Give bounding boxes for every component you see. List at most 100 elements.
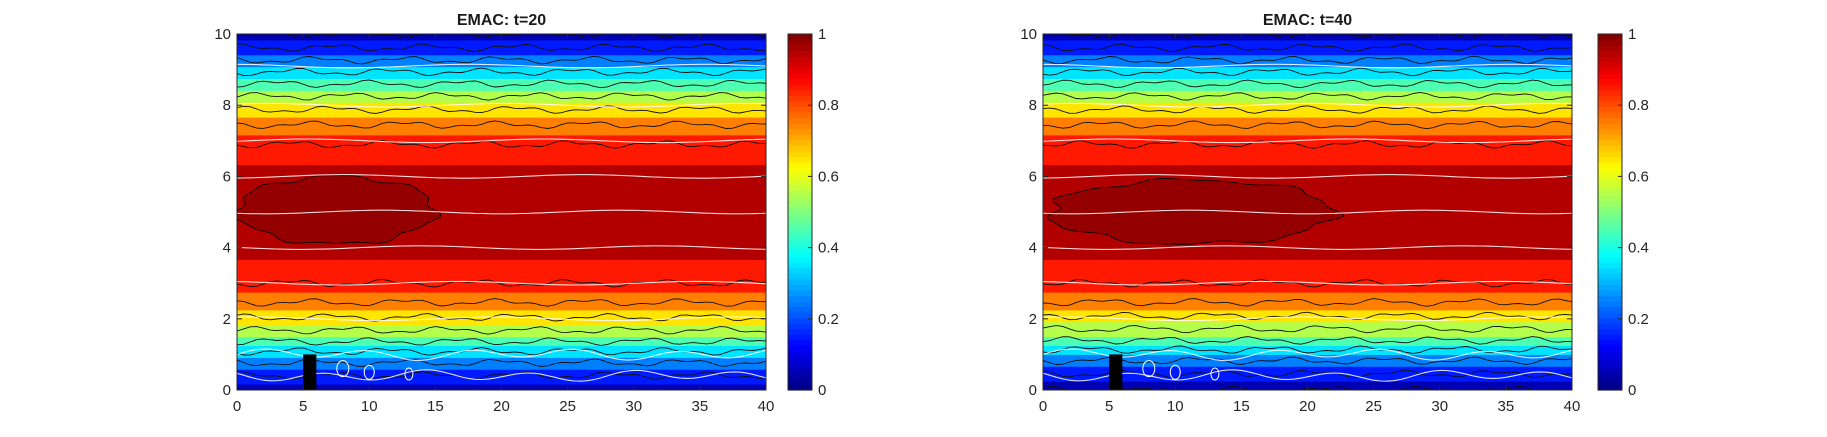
colorbar-swatch — [788, 306, 812, 313]
field-band — [1043, 229, 1572, 234]
field-band — [1043, 264, 1572, 269]
x-tick-label: 20 — [1299, 398, 1316, 415]
colorbar-swatch — [788, 178, 812, 185]
colorbar-swatch — [788, 134, 812, 141]
colorbar-swatch — [788, 145, 812, 152]
colorbar-swatch — [1598, 178, 1622, 185]
x-tick-label: 40 — [1564, 398, 1581, 415]
field-band — [1043, 327, 1572, 332]
colorbar-swatch — [1598, 50, 1622, 57]
chart-panel-2: 0 5 10 15 20 25 30 35 40 0 2 4 6 8 10 EMAC: t=40 0 0.2 0.4… — [1020, 12, 1649, 415]
streamline — [1043, 174, 1572, 179]
colorbar-swatch — [788, 384, 812, 391]
field-band — [237, 113, 766, 118]
field-band — [237, 155, 766, 160]
streamline — [1043, 348, 1572, 361]
field-band — [237, 258, 766, 263]
streamline — [1043, 369, 1572, 382]
field-band — [237, 89, 766, 94]
field-band — [1043, 167, 1572, 171]
colorbar-swatch — [1598, 245, 1622, 252]
contour-line — [237, 347, 766, 356]
field-band — [237, 98, 766, 103]
field-band — [1043, 116, 1572, 121]
contour-line — [1043, 140, 1572, 149]
eddy-streamline — [1169, 364, 1181, 380]
plot-area — [1043, 34, 1572, 390]
colorbar: 0 0.2 0.4 0.6 0.8 1 — [1597, 26, 1649, 399]
colorbar-swatch — [1598, 139, 1622, 146]
colorbar-swatch — [1598, 61, 1622, 68]
colorbar-swatch — [788, 123, 812, 130]
colorbar-swatch — [788, 362, 812, 369]
x-tick-label: 30 — [625, 398, 642, 415]
x-tick-label: 5 — [1105, 398, 1113, 415]
contour-line — [237, 313, 766, 322]
colorbar-swatch — [1598, 84, 1622, 91]
colorbar-swatch — [1598, 161, 1622, 169]
field-band — [237, 229, 766, 234]
field-band — [1043, 169, 1572, 174]
field-band — [237, 253, 766, 257]
field-band — [237, 359, 766, 364]
contour-line — [237, 79, 766, 89]
colorbar-tick-label: 0.6 — [1628, 168, 1649, 185]
contour-line — [1043, 67, 1572, 77]
colorbar-swatch — [788, 45, 812, 52]
chart-panel-1: 0 5 10 15 20 25 30 35 40 0 2 4 6 8 10 EMAC: t=20 0 0.2 0.4… — [214, 12, 839, 415]
field-band — [1043, 80, 1572, 85]
colorbar-swatch — [1598, 334, 1622, 341]
colorbar-swatch — [788, 100, 812, 107]
field-band — [1043, 258, 1572, 263]
colorbar-swatch — [788, 301, 812, 308]
x-tick-label: 10 — [1167, 398, 1184, 415]
contour-line — [237, 55, 766, 65]
y-tick-label: 2 — [223, 311, 231, 328]
field-band — [237, 167, 766, 171]
contour-line — [237, 371, 766, 380]
colorbar-swatch — [1598, 167, 1622, 174]
field-band — [237, 339, 766, 344]
colorbar-swatch — [1598, 273, 1622, 280]
obstacle — [1109, 354, 1123, 390]
streamline — [1043, 102, 1572, 108]
field-band — [237, 42, 766, 47]
field-band — [237, 356, 766, 361]
field-band — [237, 48, 766, 53]
field-band — [237, 181, 766, 186]
colorbar-swatch — [788, 317, 812, 324]
field-band — [237, 244, 766, 249]
contour-line — [1043, 105, 1572, 114]
colorbar-swatch — [788, 256, 812, 263]
colorbar-swatch — [788, 223, 812, 230]
field-band — [237, 187, 766, 192]
colorbar-swatch — [788, 67, 812, 74]
colorbar-swatch — [1598, 373, 1622, 380]
y-tick-label: 6 — [223, 168, 231, 185]
field-band — [237, 45, 766, 50]
field-band — [1043, 339, 1572, 344]
colorbar-swatch — [788, 206, 812, 213]
colorbar-swatch — [788, 312, 812, 319]
colorbar-swatch — [788, 351, 812, 358]
field-band — [237, 214, 766, 219]
colorbar-swatch — [1598, 328, 1622, 335]
colorbar-swatch — [788, 34, 812, 41]
field-band — [1043, 238, 1572, 243]
field-band — [237, 333, 766, 338]
field-band — [1043, 282, 1572, 287]
field-band — [237, 336, 766, 341]
colorbar-swatch — [1598, 262, 1622, 269]
colorbar-swatch — [1598, 250, 1622, 258]
y-tick-label: 0 — [223, 382, 231, 399]
field-band — [1043, 300, 1572, 305]
colorbar-swatch — [1598, 156, 1622, 163]
colorbar-swatch — [1598, 123, 1622, 130]
colorbar-tick-label: 0.6 — [818, 168, 839, 185]
field-band — [237, 184, 766, 189]
contour-line — [237, 337, 766, 346]
field-band — [1043, 333, 1572, 338]
y-tick-label: 2 — [1029, 311, 1037, 328]
colorbar-swatch — [788, 72, 812, 80]
field-band — [237, 140, 766, 145]
